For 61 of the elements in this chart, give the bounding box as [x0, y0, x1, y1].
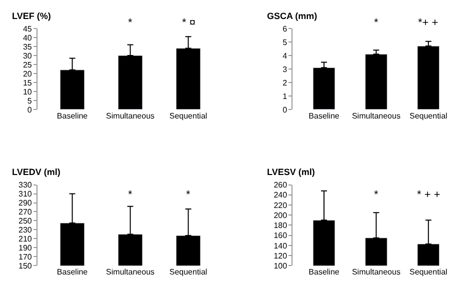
y-tick-label: 5 [27, 96, 32, 106]
y-tick-label: 200 [274, 210, 288, 220]
y-tick-label: 290 [18, 198, 32, 208]
chart-title: LVESV (ml) [267, 167, 315, 177]
x-tick-label: Baseline [308, 111, 340, 120]
y-tick-label: 10 [22, 87, 32, 96]
x-tick-label: Baseline [56, 268, 88, 277]
y-tick-label: 1 [282, 92, 288, 101]
y-tick-label: 260 [274, 180, 288, 190]
chart-title: LVEDV (ml) [12, 167, 60, 177]
y-tick-label: 100 [274, 261, 288, 270]
y-tick-label: 45 [22, 24, 32, 34]
x-tick-label: Sequential [409, 268, 448, 277]
y-tick-label: 40 [22, 33, 32, 42]
y-tick-label: 6 [282, 24, 288, 34]
chart-title: GSCA (mm) [267, 11, 318, 21]
x-tick-label: Sequential [409, 111, 448, 120]
y-tick-label: 240 [274, 190, 288, 200]
y-tick-label: 0 [282, 105, 288, 114]
y-tick-label: 0 [27, 105, 32, 114]
y-tick-label: 170 [18, 252, 32, 262]
y-tick-label: 20 [22, 69, 32, 78]
y-tick-label: 330 [18, 180, 32, 190]
annotation: * [186, 189, 191, 201]
bar [364, 54, 388, 110]
y-tick-label: 15 [22, 78, 32, 88]
x-tick-label: Baseline [56, 111, 88, 120]
annotation: * [374, 17, 379, 29]
y-tick-label: 2 [282, 78, 288, 88]
annotation: * [128, 189, 133, 201]
chart-title: LVEF (%) [12, 11, 51, 21]
y-tick-label: 140 [274, 241, 288, 250]
annotation: * [128, 17, 133, 29]
x-tick-label: Sequential [169, 268, 208, 277]
annotation: * [374, 189, 379, 201]
y-tick-label: 4 [282, 51, 288, 60]
y-tick-label: 180 [274, 221, 288, 230]
x-tick-label: Simultaneous [106, 268, 155, 277]
annotation: *+ + [418, 17, 438, 29]
x-tick-label: Simultaneous [352, 111, 400, 120]
y-tick-label: 150 [18, 261, 32, 270]
y-tick-label: 160 [274, 231, 288, 240]
x-tick-label: Simultaneous [352, 268, 400, 277]
y-tick-label: 120 [274, 251, 288, 260]
y-tick-label: 5 [282, 38, 288, 47]
y-tick-label: 3 [282, 64, 288, 74]
annotation: * + + [417, 189, 440, 201]
y-tick-label: 25 [22, 60, 32, 70]
y-tick-label: 35 [22, 42, 32, 52]
y-tick-label: 310 [18, 190, 32, 199]
x-tick-label: Baseline [308, 268, 340, 277]
x-tick-label: Simultaneous [106, 111, 155, 120]
y-tick-label: 210 [18, 234, 32, 244]
y-tick-label: 270 [18, 208, 32, 217]
y-tick-label: 30 [22, 51, 32, 60]
y-tick-label: 250 [18, 216, 32, 226]
y-tick-label: 230 [18, 226, 32, 235]
x-tick-label: Sequential [169, 111, 208, 120]
y-tick-label: 190 [18, 244, 32, 252]
annotation: * ¤ [182, 17, 196, 29]
y-tick-label: 220 [274, 200, 288, 210]
